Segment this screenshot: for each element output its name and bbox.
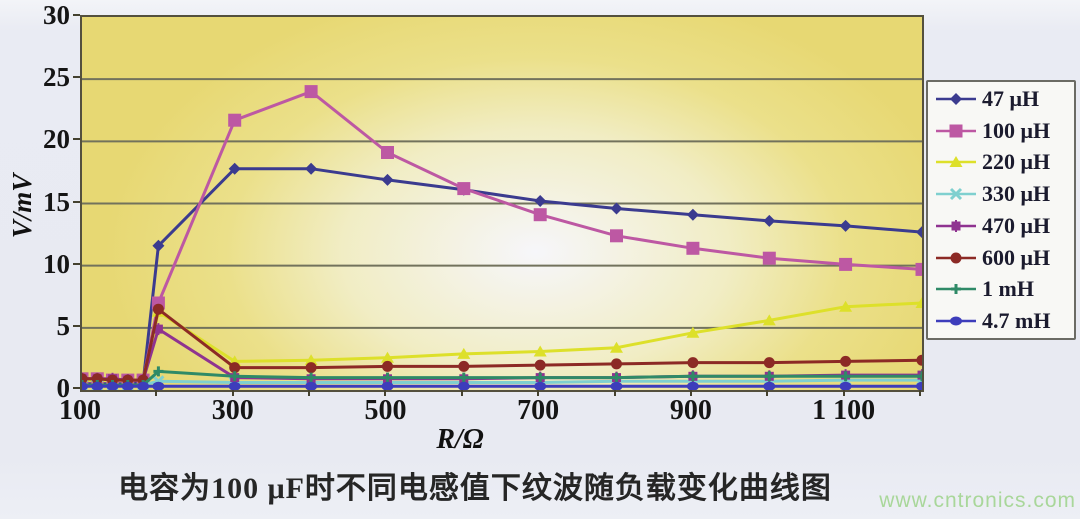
x-tick-label: 100 [59,395,101,426]
plot-area [80,15,924,392]
x-axis-title: R/Ω [436,424,484,455]
x-tick [308,390,311,396]
x-tick-label: 700 [517,395,560,426]
x-tick [537,390,540,396]
legend-label: 470 μH [982,212,1051,238]
legend-label: 600 μH [982,244,1051,270]
legend-marker-triangle-icon [936,156,976,168]
legend-label: 1 mH [982,276,1034,302]
x-tick-label: 900 [669,395,712,426]
x-tick [842,390,845,396]
legend-item: 220 μH [934,150,1072,174]
legend-marker-asterisk-icon [936,219,976,232]
y-tick-label: 0 [56,373,71,403]
x-tick [155,390,158,396]
y-tick [73,387,80,389]
y-tick-label: 20 [43,124,70,155]
y-tick-label: 5 [56,310,71,341]
legend-marker-dot-icon [936,316,976,326]
legend-marker-plus-icon [936,284,976,295]
legend-item: 1 mH [934,277,1072,301]
x-tick [460,390,463,396]
watermark: www.cntronics.com [879,489,1076,512]
legend-item: 600 μH [934,244,1072,270]
x-tick [613,390,616,396]
y-tick-label: 30 [43,0,70,30]
y-tick [73,200,80,203]
y-tick [73,324,80,327]
x-tick-label: 500 [364,395,407,426]
x-tick-label: 300 [211,395,254,426]
y-tick-label: 10 [43,248,70,279]
x-tick [689,390,692,396]
y-tick [73,14,80,16]
legend-label: 100 μH [982,117,1051,143]
x-tick-label: 1 100 [812,395,876,426]
legend-item: 47 μH [934,87,1072,111]
legend-label: 4.7 mH [982,307,1051,333]
legend-item: 330 μH [934,182,1072,206]
legend-item: 470 μH [934,212,1072,238]
legend-item: 4.7 mH [934,307,1072,333]
legend-marker-circle-icon [936,252,976,264]
legend-label: 220 μH [982,149,1051,175]
y-tick [73,76,80,79]
x-tick [384,390,387,396]
y-tick-label: 25 [43,62,70,93]
legend-label: 330 μH [982,181,1051,207]
legend-label: 47 μH [982,86,1040,111]
legend-marker-diamond-icon [936,93,976,105]
legend-item: 100 μH [934,117,1072,143]
legend-marker-x-icon [936,188,976,201]
legend: 47 μH 100 μH 220 μH 330 μH 470 μH 600 μH 1 mH 4… [926,80,1076,340]
x-tick [231,390,234,396]
y-tick [73,138,80,141]
legend-marker-square-icon [936,124,976,138]
x-tick [919,390,921,396]
y-tick-label: 15 [43,186,70,217]
x-tick [766,390,769,396]
y-tick [73,262,80,265]
chart-caption: 电容为100 μF时不同电感值下纹波随负载变化曲线图 [118,472,832,505]
plot-svg [82,78,922,390]
